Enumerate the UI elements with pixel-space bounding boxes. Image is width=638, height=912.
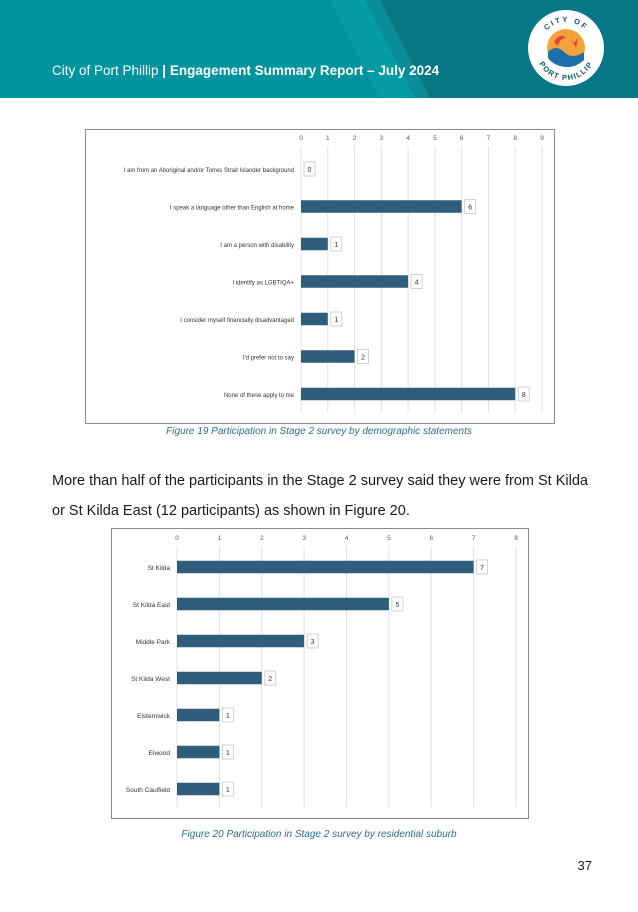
- category-label: Middle Park: [136, 639, 171, 646]
- x-tick-label: 3: [380, 135, 384, 142]
- data-label-box: [391, 596, 404, 612]
- x-tick-label: 4: [406, 135, 410, 142]
- figure-20-caption: Figure 20 Participation in Stage 2 surve…: [181, 829, 457, 840]
- bar: [177, 560, 474, 574]
- data-label: 5: [395, 602, 399, 609]
- bar: [177, 671, 262, 685]
- data-label-box: [517, 386, 530, 402]
- data-label-box: [264, 670, 277, 686]
- category-label: I'd prefer not to say: [243, 356, 294, 362]
- data-label-box: [221, 781, 234, 797]
- bar: [177, 708, 220, 722]
- x-tick-label: 2: [260, 535, 264, 542]
- category-label: South Caulfield: [126, 787, 170, 794]
- category-label: Elwood: [149, 750, 171, 757]
- bar: [301, 350, 355, 363]
- header-report-title: Engagement Summary Report – July 2024: [169, 63, 440, 78]
- data-label-box: [306, 633, 319, 649]
- body-paragraph: More than half of the participants in th…: [52, 473, 588, 519]
- data-label-box: [303, 161, 316, 177]
- header-title: City of Port Phillip | Engagement Summar…: [52, 63, 439, 78]
- data-label-box: [357, 349, 369, 364]
- x-tick-label: 0: [299, 135, 303, 142]
- x-tick-label: 6: [460, 135, 464, 142]
- data-label: 7: [480, 565, 484, 572]
- data-label-box: [476, 559, 489, 575]
- category-label: Elsternwick: [137, 713, 171, 720]
- data-label: 0: [308, 167, 312, 174]
- data-label: 4: [415, 280, 419, 287]
- figure-20-svg: 0 1 2 3 4 5 6 7 8 St Kilda 7 St Kilda East 5 Middle P…: [126, 535, 518, 808]
- x-tick-label: 9: [540, 135, 544, 142]
- data-label: 1: [226, 713, 230, 720]
- data-label: 3: [311, 639, 315, 646]
- bar: [177, 634, 305, 648]
- x-tick-label: 6: [429, 535, 433, 542]
- data-label: 1: [226, 787, 230, 794]
- bar: [177, 597, 389, 611]
- data-label-box: [464, 199, 477, 214]
- category-label: I consider myself financially disadvanta…: [180, 318, 294, 324]
- x-tick-label: 1: [218, 535, 222, 542]
- data-label-box: [221, 744, 234, 760]
- bar: [301, 275, 409, 288]
- bar: [301, 200, 462, 213]
- x-tick-label: 0: [175, 535, 179, 542]
- x-tick-label: 2: [353, 135, 357, 142]
- council-logo-icon: CITY OF PORT PHILLIP: [528, 10, 604, 86]
- x-tick-label: 8: [514, 535, 518, 542]
- x-tick-label: 5: [387, 535, 391, 542]
- category-label: St Kilda: [148, 565, 171, 572]
- category-label: I speak a language other than English at…: [170, 206, 295, 212]
- bar: [301, 312, 328, 326]
- data-label: 1: [226, 750, 230, 757]
- category-label: I am a person with disability: [220, 243, 294, 249]
- bar: [177, 745, 220, 759]
- bar: [301, 387, 516, 401]
- x-tick-label: 7: [472, 535, 476, 542]
- category-label: St Kilda West: [131, 676, 170, 683]
- category-label: None of these apply to me: [224, 393, 295, 399]
- data-label: 8: [522, 392, 526, 399]
- x-tick-label: 4: [345, 535, 349, 542]
- x-tick-label: 5: [433, 135, 437, 142]
- bar: [301, 237, 328, 251]
- data-label: 1: [334, 317, 338, 324]
- x-tick-label: 8: [513, 135, 517, 142]
- data-label-box: [330, 311, 343, 327]
- header-org: City of Port Phillip: [52, 63, 159, 78]
- category-label: St Kilda East: [133, 602, 170, 609]
- data-label-box: [221, 707, 234, 723]
- data-label: 2: [361, 355, 365, 362]
- figure-19-svg: 0 1 2 3 4 5 6 7 8 9 I am from an Aboriginal and/or…: [124, 135, 544, 413]
- x-tick-label: 7: [487, 135, 491, 142]
- data-label: 1: [334, 242, 338, 249]
- page-header: City of Port Phillip | Engagement Summar…: [0, 0, 638, 98]
- x-tick-label: 1: [326, 135, 330, 142]
- figure-19-caption: Figure 19 Participation in Stage 2 surve…: [166, 426, 472, 437]
- x-tick-label: 3: [302, 535, 306, 542]
- category-label: I identify as LGBTIQA+: [232, 281, 294, 287]
- header-separator: |: [158, 63, 170, 78]
- header-light-band: [330, 0, 430, 98]
- figure-19-chart: 0 1 2 3 4 5 6 7 8 9 I am from an Aboriginal and/or…: [85, 129, 555, 424]
- data-label: 6: [468, 205, 472, 212]
- data-label-box: [330, 236, 343, 252]
- bar: [177, 782, 220, 796]
- data-label: 2: [268, 676, 272, 683]
- category-label: I am from an Aboriginal and/or Torres St…: [124, 168, 294, 174]
- figure-20-chart: 0 1 2 3 4 5 6 7 8 St Kilda 7 St Kilda East 5 Middle P…: [111, 528, 529, 819]
- data-label-box: [410, 274, 423, 289]
- page-number: 37: [577, 858, 592, 873]
